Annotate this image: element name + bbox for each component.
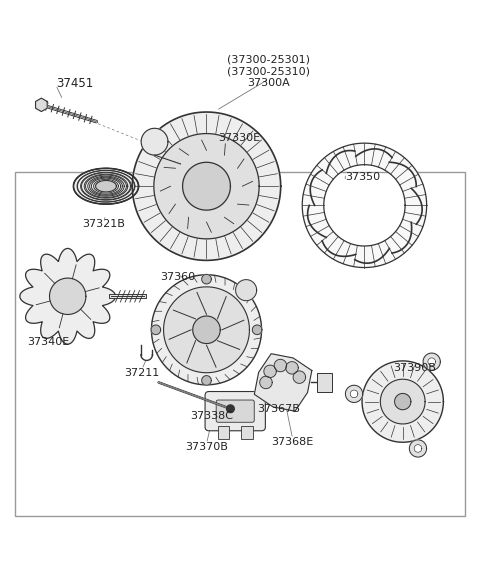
- Polygon shape: [182, 162, 230, 210]
- Polygon shape: [350, 390, 358, 398]
- Text: 37370B: 37370B: [185, 442, 228, 452]
- Text: 37368E: 37368E: [272, 437, 314, 447]
- Polygon shape: [274, 359, 287, 372]
- FancyBboxPatch shape: [216, 400, 254, 422]
- Bar: [217, 426, 229, 440]
- Polygon shape: [380, 379, 425, 424]
- Polygon shape: [346, 385, 363, 402]
- FancyBboxPatch shape: [205, 392, 265, 431]
- Text: 37360: 37360: [160, 272, 195, 282]
- Polygon shape: [141, 128, 168, 155]
- Polygon shape: [414, 445, 422, 452]
- Text: 37390B: 37390B: [393, 363, 436, 373]
- Polygon shape: [36, 98, 47, 111]
- Polygon shape: [236, 280, 257, 301]
- Text: 37350: 37350: [345, 171, 381, 182]
- Text: 37330E: 37330E: [218, 134, 261, 143]
- Bar: [317, 373, 332, 392]
- Polygon shape: [132, 112, 281, 261]
- Text: (37300-25301)
(37300-25310)
37300A: (37300-25301) (37300-25310) 37300A: [227, 55, 310, 88]
- Polygon shape: [252, 325, 262, 335]
- Polygon shape: [154, 134, 259, 239]
- Polygon shape: [202, 375, 211, 385]
- Text: 37340E: 37340E: [27, 337, 70, 347]
- Polygon shape: [362, 361, 444, 442]
- Text: 37367B: 37367B: [257, 404, 300, 414]
- Polygon shape: [20, 248, 116, 344]
- Text: 37211: 37211: [124, 368, 159, 378]
- Polygon shape: [202, 275, 211, 284]
- Polygon shape: [193, 316, 220, 343]
- Polygon shape: [260, 376, 272, 389]
- Bar: [15, 172, 465, 517]
- Text: 37321B: 37321B: [82, 219, 125, 230]
- Polygon shape: [73, 168, 139, 204]
- Bar: [241, 426, 253, 440]
- Polygon shape: [395, 394, 411, 410]
- Text: 37338C: 37338C: [190, 411, 233, 421]
- Polygon shape: [49, 278, 86, 314]
- Polygon shape: [151, 325, 161, 335]
- Polygon shape: [96, 181, 117, 192]
- Polygon shape: [227, 405, 234, 413]
- Text: 37451: 37451: [56, 77, 93, 90]
- Polygon shape: [254, 354, 312, 411]
- Polygon shape: [428, 358, 435, 366]
- Polygon shape: [152, 275, 262, 385]
- Polygon shape: [286, 361, 298, 374]
- Polygon shape: [409, 440, 427, 457]
- Polygon shape: [293, 371, 306, 384]
- Polygon shape: [164, 287, 250, 373]
- Polygon shape: [302, 143, 427, 268]
- Polygon shape: [264, 365, 276, 378]
- Polygon shape: [423, 353, 440, 370]
